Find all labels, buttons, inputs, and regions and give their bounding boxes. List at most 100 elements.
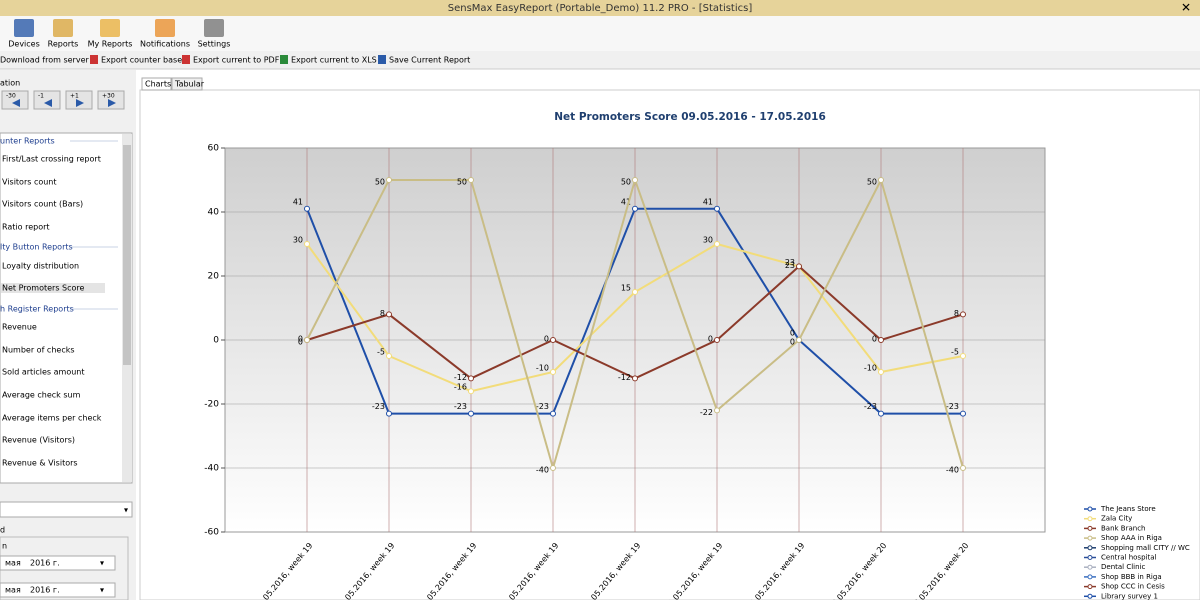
point	[468, 177, 474, 183]
report-item[interactable]: Visitors count	[2, 178, 57, 187]
value-label: -5	[951, 348, 959, 357]
point	[878, 337, 884, 343]
legend-marker	[1087, 516, 1093, 522]
nav-heading: ation	[0, 79, 20, 88]
ribbon-label[interactable]: Settings	[198, 40, 231, 49]
step-arrow	[76, 99, 84, 107]
dropdown[interactable]	[0, 501, 133, 518]
ribbon-label[interactable]: Reports	[48, 40, 79, 49]
report-item[interactable]: Loyalty distribution	[2, 262, 79, 271]
y-tick-label: 0	[213, 336, 219, 346]
report-item[interactable]: Revenue (Visitors)	[2, 436, 75, 445]
step-label[interactable]: -30	[6, 93, 16, 100]
value-label: 0	[872, 335, 877, 344]
action-label[interactable]: Download from server	[0, 56, 90, 65]
tab[interactable]	[141, 77, 172, 91]
point	[550, 337, 556, 343]
point	[878, 177, 884, 183]
report-item[interactable]: Net Promoters Score	[2, 284, 85, 293]
point	[304, 205, 310, 212]
step-label[interactable]: -1	[38, 93, 44, 100]
point	[960, 311, 966, 318]
step-label[interactable]: +1	[70, 93, 79, 100]
point	[714, 337, 720, 343]
legend-label: Bank Branch	[1101, 524, 1146, 532]
report-items: unter Reports First/Last crossing report V…	[0, 137, 118, 468]
report-item[interactable]: Number of checks	[2, 346, 75, 355]
report-item[interactable]: Sold articles amount	[2, 368, 85, 377]
date-box[interactable]	[0, 555, 116, 571]
step-label[interactable]: +30	[102, 93, 115, 100]
value-label: 50	[867, 178, 877, 187]
point	[878, 410, 884, 417]
value-label: -16	[454, 383, 467, 392]
value-label: 23	[785, 261, 795, 270]
dropdown-arrow: ▾	[124, 506, 128, 515]
value-label: -22	[700, 408, 713, 417]
tab-label[interactable]: Charts	[145, 80, 171, 89]
value-label: 23	[785, 258, 795, 267]
value-label: 0	[708, 335, 713, 344]
date-arrow: ▾	[100, 559, 104, 568]
date-month[interactable]: мая	[5, 586, 21, 595]
ribbon-icon[interactable]	[53, 19, 73, 37]
scroll-thumb[interactable]	[123, 145, 131, 365]
nav-steps: -30 -1 +1 +30	[1, 90, 125, 110]
point	[714, 241, 720, 247]
action-label[interactable]: Export counter base	[101, 56, 182, 65]
value-label: -23	[536, 402, 549, 411]
point	[714, 205, 720, 212]
value-label: -23	[454, 402, 467, 411]
value-label: 0	[790, 338, 795, 347]
value-label: 8	[380, 309, 385, 318]
value-label: 0	[298, 338, 303, 347]
section-header: h Register Reports	[0, 305, 74, 314]
tab-label[interactable]: Tabular	[174, 80, 205, 89]
date-year[interactable]: 2016 г.	[30, 586, 60, 595]
value-label: 30	[703, 236, 713, 245]
action-label[interactable]: Export current to XLS	[291, 56, 377, 65]
ribbon-icon[interactable]	[155, 19, 175, 37]
step-button[interactable]	[97, 90, 125, 110]
close-button[interactable]: ✕	[1181, 1, 1191, 15]
y-tick-label: -20	[204, 400, 219, 410]
point	[386, 177, 392, 183]
ribbon-icon[interactable]	[14, 19, 34, 37]
value-label: 30	[293, 236, 303, 245]
report-item[interactable]: Ratio report	[2, 223, 50, 232]
report-item[interactable]: Average check sum	[2, 391, 81, 400]
date-month[interactable]: мая	[5, 559, 21, 568]
report-item[interactable]: Average items per check	[2, 414, 102, 423]
point	[386, 311, 392, 318]
value-label: -23	[946, 402, 959, 411]
point	[960, 465, 966, 471]
step-button[interactable]	[65, 90, 93, 110]
step-button[interactable]	[33, 90, 61, 110]
window-title: SensMax EasyReport (Portable_Demo) 11.2 …	[448, 3, 753, 14]
tab[interactable]	[171, 77, 203, 91]
ribbon-buttons: Devices Reports My Reports Notifications Set…	[8, 19, 230, 49]
value-label: 15	[621, 284, 631, 293]
ribbon-icon[interactable]	[204, 19, 224, 37]
ribbon-label[interactable]: Notifications	[140, 40, 190, 49]
legend-marker	[1087, 593, 1093, 599]
action-label[interactable]: Export current to PDF	[193, 56, 280, 65]
report-item[interactable]: Revenue & Visitors	[2, 459, 78, 468]
section-header: unter Reports	[0, 137, 55, 146]
ribbon-label[interactable]: My Reports	[88, 40, 133, 49]
ribbon-label[interactable]: Devices	[8, 40, 40, 49]
value-label: -40	[536, 466, 549, 475]
legend-label: Library survey 1	[1101, 592, 1158, 600]
action-icon	[378, 55, 386, 64]
report-item[interactable]: Visitors count (Bars)	[2, 200, 83, 209]
ribbon-icon[interactable]	[100, 19, 120, 37]
report-item[interactable]: Revenue	[2, 323, 37, 332]
date-box[interactable]	[0, 582, 116, 598]
point	[468, 410, 474, 417]
date-year[interactable]: 2016 г.	[30, 559, 60, 568]
step-button[interactable]	[1, 90, 29, 110]
action-icon	[182, 55, 190, 64]
value-label: -23	[864, 402, 877, 411]
report-item[interactable]: First/Last crossing report	[2, 155, 101, 164]
action-label[interactable]: Save Current Report	[389, 56, 470, 65]
